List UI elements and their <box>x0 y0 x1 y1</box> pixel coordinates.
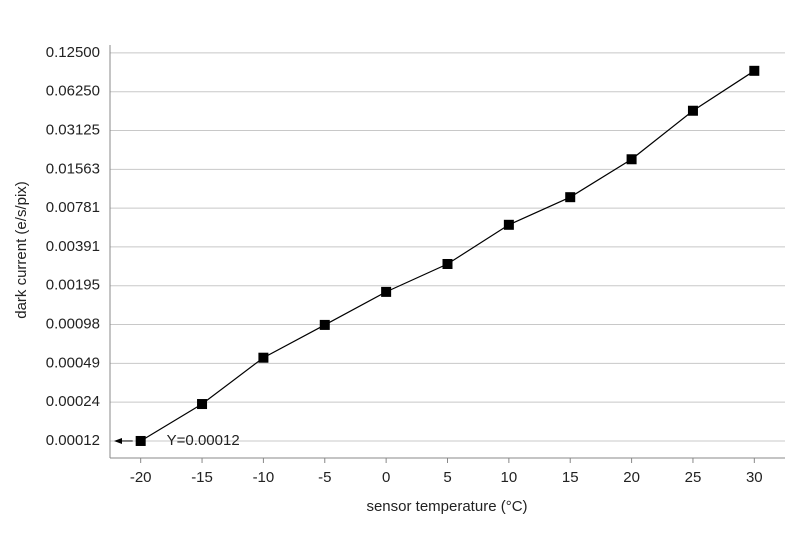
y-tick-label: 0.06250 <box>46 83 100 100</box>
x-axis-label: sensor temperature (°C) <box>366 498 527 515</box>
y-tick-label: 0.00098 <box>46 316 100 333</box>
data-point <box>197 399 208 410</box>
y-tick-label: 0.03125 <box>46 121 100 138</box>
x-tick-label: 25 <box>685 469 702 486</box>
data-line <box>140 70 755 442</box>
data-point <box>319 319 330 330</box>
x-tick-label: 30 <box>746 469 763 486</box>
x-tick-label: -5 <box>318 469 331 486</box>
y-tick-label: 0.00024 <box>46 393 100 410</box>
y-tick-label: 0.00049 <box>46 354 100 371</box>
x-tick-label: 5 <box>443 469 451 486</box>
data-point <box>258 352 269 363</box>
data-point <box>565 192 576 203</box>
data-point <box>687 105 698 116</box>
x-tick-label: 15 <box>562 469 579 486</box>
x-tick-label: -20 <box>130 469 152 486</box>
x-tick-label: -15 <box>191 469 213 486</box>
data-point <box>135 435 146 446</box>
y-tick-label: 0.00781 <box>46 199 100 216</box>
y-tick-label: 0.00195 <box>46 277 100 294</box>
data-point <box>381 286 392 297</box>
y-tick-label: 0.00391 <box>46 238 100 255</box>
data-point <box>749 65 760 76</box>
x-tick-label: 10 <box>501 469 518 486</box>
y-tick-label: 0.00012 <box>46 432 100 449</box>
data-point <box>442 258 453 269</box>
data-point <box>626 154 637 165</box>
x-tick-label: 20 <box>623 469 640 486</box>
data-point <box>503 219 514 230</box>
y-tick-label: 0.01563 <box>46 160 100 177</box>
annotation: Y=0.00012 <box>167 432 240 449</box>
y-axis-label: dark current (e/s/pix) <box>13 181 30 319</box>
y-tick-label: 0.12500 <box>46 44 100 61</box>
annotation-arrowhead <box>114 437 122 444</box>
x-tick-label: 0 <box>382 469 390 486</box>
x-tick-label: -10 <box>253 469 275 486</box>
